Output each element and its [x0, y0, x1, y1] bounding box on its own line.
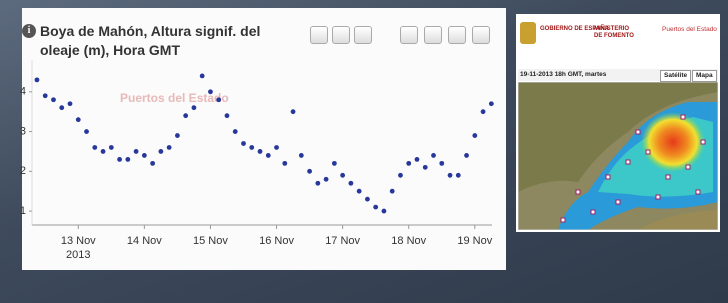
data-point: [59, 105, 64, 110]
data-point: [406, 161, 411, 166]
buoy-marker[interactable]: [606, 175, 610, 179]
buoy-marker[interactable]: [701, 140, 705, 144]
data-point: [216, 97, 221, 102]
data-point: [175, 133, 180, 138]
data-point: [109, 145, 114, 150]
data-point: [299, 153, 304, 158]
logo-text: Puertos del Estado: [662, 26, 717, 33]
data-point: [142, 153, 147, 158]
map-toolbar: 19-11-2013 18h GMT, martes Satélite Mapa: [518, 69, 718, 81]
data-point: [233, 129, 238, 134]
buoy-marker[interactable]: [576, 190, 580, 194]
data-point: [241, 141, 246, 146]
wave-map: [518, 82, 718, 230]
y-tick-label: 2: [20, 165, 26, 177]
data-point: [68, 101, 73, 106]
data-point: [423, 165, 428, 170]
data-point: [357, 189, 362, 194]
y-tick-label: 4: [20, 86, 26, 98]
data-point: [158, 149, 163, 154]
data-point: [448, 173, 453, 178]
data-point: [348, 181, 353, 186]
data-point: [274, 145, 279, 150]
x-tick-label: 18 Nov: [391, 235, 426, 247]
data-point: [365, 197, 370, 202]
data-point: [382, 209, 387, 214]
data-point: [183, 113, 188, 118]
data-point: [324, 177, 329, 182]
buoy-marker[interactable]: [666, 175, 670, 179]
data-point: [307, 169, 312, 174]
page: {"chart_data": {"type": "scatter", "titl…: [0, 0, 728, 303]
x-axis-year: 2013: [66, 249, 90, 261]
buoy-marker[interactable]: [636, 130, 640, 134]
x-tick-label: 14 Nov: [127, 235, 162, 247]
data-point: [249, 145, 254, 150]
buoy-marker[interactable]: [696, 190, 700, 194]
data-point: [43, 93, 48, 98]
data-point: [101, 149, 106, 154]
data-point: [489, 101, 494, 106]
buoy-marker[interactable]: [591, 210, 595, 214]
buoy-marker[interactable]: [626, 160, 630, 164]
data-point: [390, 189, 395, 194]
buoy-marker[interactable]: [646, 150, 650, 154]
x-tick-label: 13 Nov: [61, 235, 96, 247]
data-point: [340, 173, 345, 178]
data-point: [373, 205, 378, 210]
watermark: Puertos del Estado: [120, 91, 229, 105]
data-point: [332, 161, 337, 166]
data-point: [134, 149, 139, 154]
data-point: [84, 129, 89, 134]
data-point: [398, 173, 403, 178]
y-tick-label: 1: [20, 205, 26, 217]
data-point: [415, 157, 420, 162]
data-point: [92, 145, 97, 150]
data-point: [225, 113, 230, 118]
data-point: [76, 117, 81, 122]
x-tick-label: 15 Nov: [193, 235, 228, 247]
data-point: [125, 157, 130, 162]
data-point: [431, 153, 436, 158]
buoy-marker[interactable]: [686, 165, 690, 169]
data-point: [472, 133, 477, 138]
data-point: [208, 89, 213, 94]
data-point: [167, 145, 172, 150]
map-panel: GOBIERNO DE ESPAÑA MINISTERIO DE FOMENTO…: [516, 14, 720, 232]
y-tick-label: 3: [20, 125, 26, 137]
data-point: [117, 157, 122, 162]
data-point: [456, 173, 461, 178]
data-point: [192, 105, 197, 110]
data-point: [464, 153, 469, 158]
map-date: 19-11-2013 18h GMT, martes: [520, 71, 606, 78]
data-point: [150, 161, 155, 166]
data-point: [291, 109, 296, 114]
coat-of-arms: [520, 22, 536, 44]
data-point: [282, 161, 287, 166]
satellite-button[interactable]: Satélite: [660, 70, 691, 82]
buoy-marker[interactable]: [561, 218, 565, 222]
data-point: [51, 97, 56, 102]
chart: Puertos del Estado 1 2 3 4 13 Nov 2013 14 Nov 1…: [0, 0, 506, 280]
data-point: [266, 153, 271, 158]
x-tick-label: 19 Nov: [457, 235, 492, 247]
data-point: [258, 149, 263, 154]
map-button[interactable]: Mapa: [692, 70, 717, 82]
buoy-marker[interactable]: [681, 115, 685, 119]
data-point: [481, 109, 486, 114]
data-point: [200, 74, 205, 79]
data-point: [315, 181, 320, 186]
x-tick-label: 17 Nov: [325, 235, 360, 247]
data-point: [35, 77, 40, 82]
logo-text: MINISTERIO DE FOMENTO: [594, 26, 638, 40]
buoy-marker[interactable]: [616, 200, 620, 204]
data-point: [439, 161, 444, 166]
buoy-marker[interactable]: [656, 195, 660, 199]
x-tick-label: 16 Nov: [259, 235, 294, 247]
